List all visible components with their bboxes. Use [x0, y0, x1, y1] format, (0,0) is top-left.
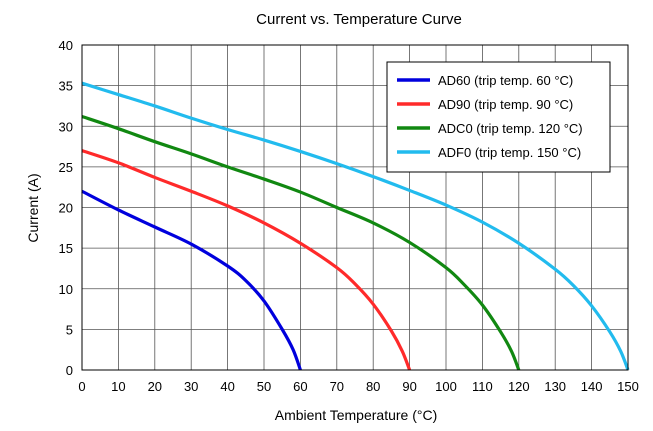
series-lines — [81, 81, 630, 371]
y-tick-label-2: 10 — [59, 282, 73, 297]
x-tick-label-13: 130 — [544, 379, 566, 394]
x-axis-ticks: 0 10 20 30 40 50 60 70 80 90 100 110 120 130 140 150 — [78, 379, 638, 394]
x-axis-label: Ambient Temperature (°C) — [275, 407, 438, 423]
legend: AD60 (trip temp. 60 °C) AD90 (trip temp. … — [386, 61, 611, 173]
series-line-1 — [81, 149, 412, 371]
x-tick-label-4: 40 — [220, 379, 234, 394]
legend-label-2: ADC0 (trip temp. 120 °C) — [438, 121, 583, 136]
x-tick-label-12: 120 — [508, 379, 530, 394]
series-line-2 — [81, 114, 521, 371]
series-line-0 — [81, 189, 302, 371]
legend-label-0: AD60 (trip temp. 60 °C) — [438, 73, 573, 88]
x-tick-label-15: 150 — [617, 379, 639, 394]
y-axis-ticks: 0 5 10 15 20 25 30 35 40 — [59, 38, 73, 378]
legend-label-1: AD90 (trip temp. 90 °C) — [438, 97, 573, 112]
y-tick-label-8: 40 — [59, 38, 73, 53]
y-tick-label-5: 25 — [59, 160, 73, 175]
y-tick-label-3: 15 — [59, 241, 73, 256]
x-tick-label-9: 90 — [402, 379, 416, 394]
x-tick-label-14: 140 — [581, 379, 603, 394]
x-tick-label-2: 20 — [148, 379, 162, 394]
x-tick-label-1: 10 — [111, 379, 125, 394]
y-axis-label: Current (A) — [25, 173, 41, 242]
series-line-3 — [81, 81, 630, 371]
legend-label-3: ADF0 (trip temp. 150 °C) — [438, 145, 581, 160]
y-tick-label-4: 20 — [59, 201, 73, 216]
x-tick-label-0: 0 — [78, 379, 85, 394]
y-tick-label-6: 30 — [59, 119, 73, 134]
x-tick-label-7: 70 — [330, 379, 344, 394]
plot-frame — [81, 44, 629, 371]
x-tick-label-11: 110 — [472, 379, 493, 394]
x-tick-label-8: 80 — [366, 379, 380, 394]
x-tick-label-5: 50 — [257, 379, 271, 394]
x-tick-label-10: 100 — [435, 379, 457, 394]
y-tick-label-1: 5 — [66, 322, 73, 337]
chart-title: Current vs. Temperature Curve — [256, 11, 462, 28]
x-tick-label-3: 30 — [184, 379, 198, 394]
x-tick-label-6: 60 — [293, 379, 307, 394]
y-tick-label-0: 0 — [66, 363, 73, 378]
y-tick-label-7: 35 — [59, 79, 73, 94]
